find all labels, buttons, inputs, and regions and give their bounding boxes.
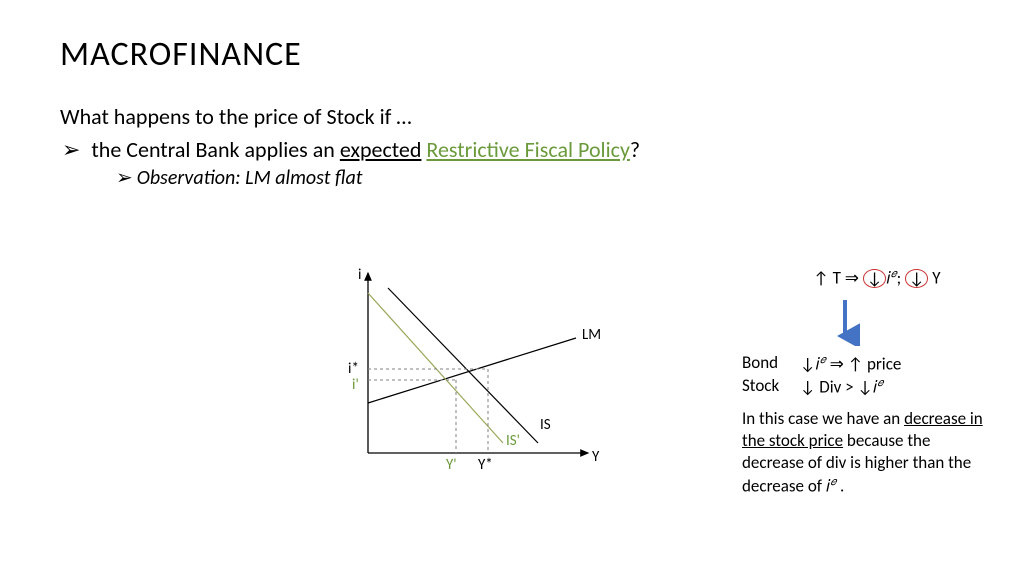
- bullet-pre: the Central Bank applies an: [91, 136, 339, 163]
- stock-result: ↓ Div > ↓𝑖𝑒: [800, 375, 883, 398]
- question-text: What happens to the price of Stock if …: [60, 103, 964, 130]
- logic-panel: ↑ T ⇒ ↓𝑖𝑒; ↓ Y: [742, 266, 992, 293]
- stock-label: Stock: [742, 375, 800, 398]
- result-table: Bond ↓𝑖𝑒 ⇒ ↑ price Stock ↓ Div > ↓𝑖𝑒: [742, 352, 1002, 397]
- chart-svg: [338, 268, 618, 478]
- is-prime-label: IS': [506, 432, 520, 450]
- bullet-post: ?: [630, 136, 640, 163]
- bullet-line: ➢ the Central Bank applies an expected R…: [60, 136, 964, 163]
- is-lm-chart: i Y LM IS IS' i* i' Y' Y*: [338, 268, 618, 478]
- circled-down-icon: ↓: [863, 269, 886, 288]
- implication-line: ↑ T ⇒ ↓𝑖𝑒; ↓ Y: [762, 266, 992, 291]
- bullet-underlined: expected: [340, 136, 422, 163]
- lm-label: LM: [582, 326, 601, 344]
- down-arrow-icon: [830, 298, 860, 346]
- bond-label: Bond: [742, 352, 800, 375]
- bond-result: ↓𝑖𝑒 ⇒ ↑ price: [800, 352, 901, 375]
- triangle-bullet-icon: ➢: [116, 166, 133, 190]
- y-prime-label: Y': [446, 456, 457, 474]
- x-axis-label: Y: [592, 448, 599, 466]
- y-star-label: Y*: [478, 456, 493, 474]
- sub-bullet: ➢Observation: LM almost flat: [60, 165, 964, 190]
- triangle-bullet-icon: ➢: [62, 136, 80, 163]
- sub-text: Observation: LM almost flat: [137, 166, 363, 190]
- explanation-paragraph: In this case we have an decrease in the …: [742, 408, 992, 498]
- is-label: IS: [540, 416, 551, 434]
- circled-down-icon: ↓: [905, 269, 928, 288]
- page-title: MACROFINANCE: [60, 34, 964, 75]
- y-axis-label: i: [358, 266, 361, 284]
- policy-link[interactable]: Restrictive Fiscal Policy: [426, 136, 629, 163]
- i-prime-label: i': [352, 376, 359, 394]
